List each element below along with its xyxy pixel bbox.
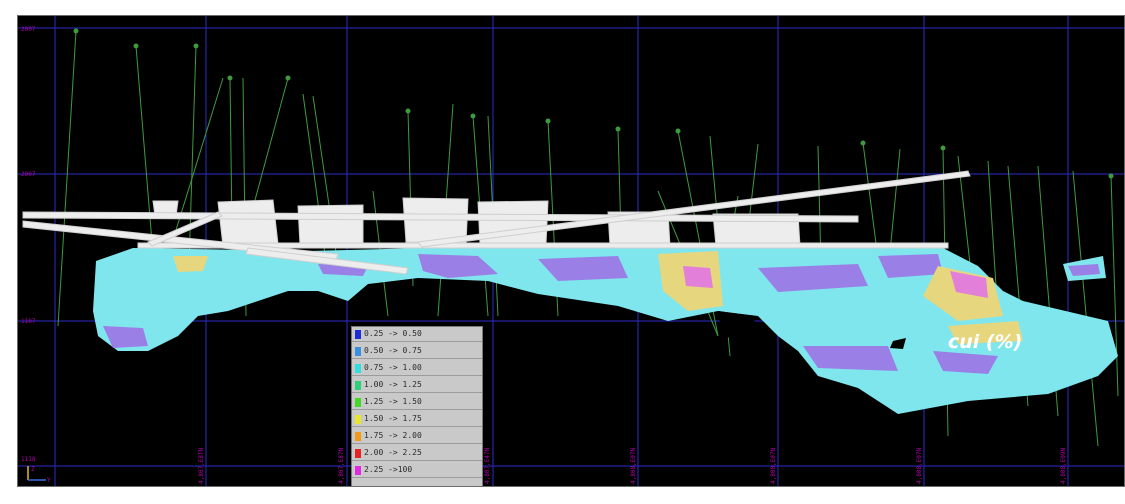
low-grade-zone <box>758 264 868 292</box>
easting-label: 4,807,E8TN <box>198 447 205 484</box>
low-grade-zone <box>538 256 628 281</box>
legend-swatch <box>355 415 361 424</box>
legend-swatch <box>355 364 361 373</box>
legend-swatch <box>355 466 361 475</box>
main-level-drive <box>22 211 859 223</box>
drillhole <box>57 30 77 327</box>
elevation-label: 2007 <box>21 171 36 178</box>
drillhole-collar <box>615 126 621 132</box>
elevation-label: 1107 <box>21 318 36 325</box>
drillhole-collar <box>1108 173 1114 179</box>
legend-row: 1.25 -> 1.50 <box>352 395 482 410</box>
access-drive <box>245 247 409 275</box>
legend-label: 1.50 -> 1.75 <box>364 414 422 423</box>
axis-z-label: Z <box>31 466 35 473</box>
void <box>718 311 758 338</box>
legend-label: 0.50 -> 0.75 <box>364 346 422 355</box>
drillhole <box>1110 175 1119 397</box>
easting-label: 4,808,E07N <box>916 447 923 484</box>
drillhole-collar <box>675 128 681 134</box>
legend-label: 0.25 -> 0.50 <box>364 329 422 338</box>
drillhole-collar <box>470 113 476 119</box>
legend-row: 1.75 -> 2.00 <box>352 429 482 444</box>
easting-label: 4,807,E47N <box>484 447 491 484</box>
mid-grade-zone <box>948 321 1023 344</box>
void <box>890 338 906 349</box>
legend-row: 2.25 ->100 <box>352 463 482 478</box>
access-drive <box>147 211 223 247</box>
orebody-body <box>93 244 1118 414</box>
legend-swatch <box>355 347 361 356</box>
drillhole-collar <box>940 145 946 151</box>
stope <box>217 199 279 247</box>
axis-y-label: Y <box>47 477 51 484</box>
variable-label: cui (%) <box>948 331 1023 353</box>
map-viewport[interactable]: 2007 2007 1107 1118 4,807,E8TN 4,807,E87… <box>17 15 1125 487</box>
low-grade-zone <box>103 326 148 348</box>
easting-label: 4,808,E07N <box>770 447 777 484</box>
drillhole-collar <box>133 43 139 49</box>
legend-row: 2.00 -> 2.25 <box>352 446 482 461</box>
legend-label: 2.25 ->100 <box>364 465 413 474</box>
easting-label: 4,808,E07N <box>630 447 637 484</box>
drillhole-collar <box>193 43 199 49</box>
legend-swatch <box>355 381 361 390</box>
underground-workings <box>22 170 971 275</box>
decline-ramp <box>417 170 971 248</box>
low-grade-zone <box>418 254 498 278</box>
low-grade-zone <box>933 351 998 374</box>
section-scene <box>18 16 1124 486</box>
legend-row: 1.50 -> 1.75 <box>352 412 482 427</box>
legend-row: 0.75 -> 1.00 <box>352 361 482 376</box>
drillhole <box>1072 170 1099 447</box>
legend-label: 2.00 -> 2.25 <box>364 448 422 457</box>
legend-swatch <box>355 398 361 407</box>
easting-label: 4,808,E09N <box>1060 447 1067 484</box>
grade-legend: 0.25 -> 0.50 0.50 -> 0.75 0.75 -> 1.00 1… <box>351 326 483 486</box>
drillhole <box>167 77 224 257</box>
drillhole-collar <box>545 118 551 124</box>
stope <box>297 204 364 246</box>
drillhole-collar <box>227 75 233 81</box>
block-model <box>93 244 1118 414</box>
legend-label: 1.00 -> 1.25 <box>364 380 422 389</box>
drillhole-collar <box>405 108 411 114</box>
legend-swatch <box>355 432 361 441</box>
legend-label: 1.25 -> 1.50 <box>364 397 422 406</box>
legend-swatch <box>355 449 361 458</box>
legend-swatch <box>355 330 361 339</box>
high-grade-zone <box>950 271 988 298</box>
low-grade-zone <box>803 346 898 371</box>
legend-row: 0.50 -> 0.75 <box>352 344 482 359</box>
legend-row: 1.00 -> 1.25 <box>352 378 482 393</box>
legend-row: 0.25 -> 0.50 <box>352 327 482 342</box>
elevation-label: 2007 <box>21 26 36 33</box>
axis-triad-icon: Z Y <box>27 466 51 484</box>
drillhole-collar <box>73 28 79 34</box>
low-grade-zone <box>878 254 943 278</box>
legend-label: 0.75 -> 1.00 <box>364 363 422 372</box>
high-grade-zone <box>683 266 713 288</box>
elevation-label: 1118 <box>21 456 36 463</box>
lower-level-drive <box>137 242 949 249</box>
drillhole-collar <box>285 75 291 81</box>
mid-grade-zone <box>173 256 208 272</box>
easting-label: 4,807,E87N <box>338 447 345 484</box>
legend-label: 1.75 -> 2.00 <box>364 431 422 440</box>
drillhole-collar <box>860 140 866 146</box>
low-grade-zone <box>1068 264 1100 276</box>
drillhole <box>302 93 329 277</box>
